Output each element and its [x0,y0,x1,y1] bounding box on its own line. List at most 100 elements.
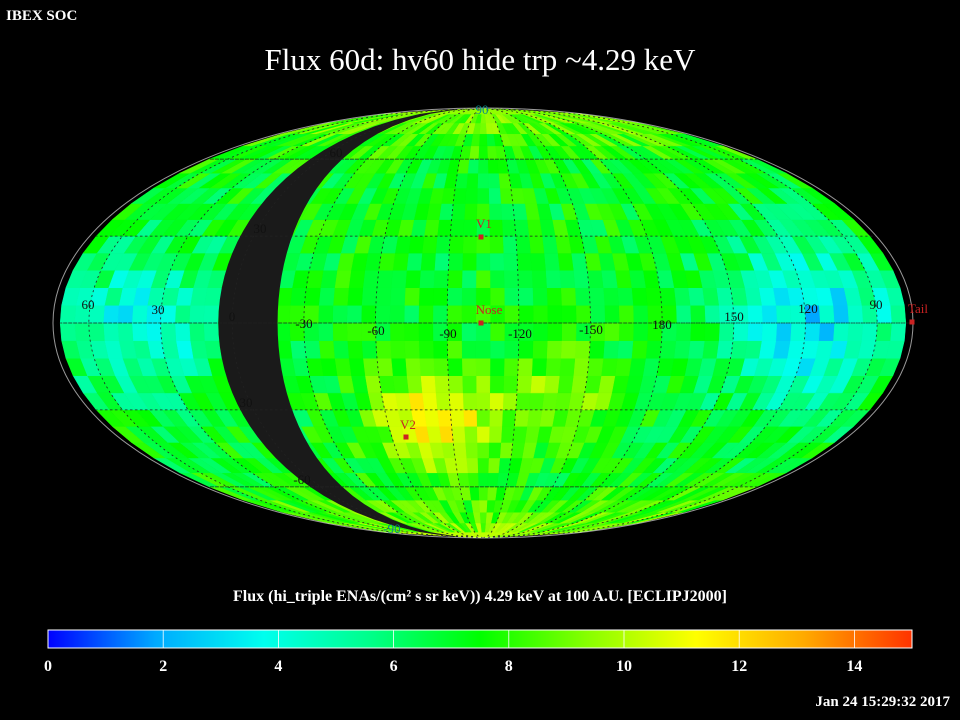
flux-cell [632,305,649,324]
flux-cell [761,322,778,341]
flux-cell [487,457,501,474]
flux-cell [503,287,519,306]
flux-cell [461,287,477,306]
flux-cell [675,305,692,324]
marker-nose [478,320,484,326]
flux-cell [117,305,134,324]
flux-cell [433,270,449,288]
marker-label-tail: Tail [908,301,928,316]
flux-cell [334,358,352,376]
flux-cell [477,457,489,474]
flux-cell [478,486,488,501]
flux-cell [463,219,477,237]
flux-cell [487,472,499,488]
flux-cell [804,322,821,341]
lon-tick-label: 180 [652,317,672,332]
flux-cell [526,409,543,427]
flux-cell [875,322,892,341]
colorbar-ticks: 0 2 4 6 8 10 12 14 [0,658,960,682]
flux-cell [479,511,487,524]
flux-cell [574,340,591,359]
flux-cell [502,392,518,411]
flux-cell [515,392,531,411]
flux-cell [499,442,514,459]
flux-cell [131,305,148,324]
flux-cell [479,122,487,135]
colorbar-dividers [162,630,855,648]
colorbar [47,629,913,649]
flux-cell [488,426,503,443]
flux-cell [463,426,478,443]
grid-labels: 60 30 0 -30 -60 -90 -120 -150 180 150 120 90 90 60 30 3… [82,102,883,536]
flux-cell [545,358,562,376]
timestamp: Jan 24 15:29:32 2017 [815,694,950,710]
flux-cell [747,322,763,341]
flux-cell [390,270,407,288]
flux-cell [732,322,749,341]
marker-tail [909,319,915,325]
flux-cell [532,287,548,306]
marker-v2 [403,434,409,440]
flux-cell [361,287,378,306]
flux-cell [614,358,632,376]
flux-cell [476,409,490,427]
flux-cell [517,358,533,376]
flux-cell [487,158,499,174]
flux-cell [392,252,409,271]
flux-cell [447,375,463,394]
flux-cell [561,305,577,324]
marker-label-nose: Nose [476,302,503,317]
flux-cell [832,322,849,341]
flux-cell [433,358,449,376]
flux-cell [602,287,619,306]
flux-cell [461,340,477,359]
flux-cell [744,287,762,306]
flux-cell [689,322,706,341]
flux-cell [461,305,477,324]
flux-cell [675,322,692,341]
flux-cell [432,305,448,324]
flux-cell [145,322,162,341]
flux-cell [600,270,618,288]
flux-cell [476,426,490,443]
flux-cell [467,472,479,488]
flux-cell [59,322,77,341]
flux-cell [404,270,421,288]
flux-cell [489,252,505,271]
graticule [60,108,913,538]
flux-cell [532,322,548,341]
flux-cell [557,375,574,394]
lon-tick-label: 90 [870,297,883,312]
flux-cell [392,375,409,394]
lon-tick-label: 0 [229,309,236,324]
flux-cell [117,322,134,341]
flux-cell [432,340,448,359]
lon-tick-label: 30 [152,302,165,317]
flux-cell [418,340,434,359]
flux-cells [59,108,907,538]
flux-cell [489,375,505,394]
flux-cell [586,358,604,376]
flux-cell [408,235,425,254]
flux-cell [498,457,512,474]
flux-cell [174,305,191,324]
flux-cell [588,287,605,306]
flux-cell [628,358,646,376]
lon-tick-label: 150 [724,309,744,324]
flux-cell [375,287,392,306]
flux-cell [775,305,792,324]
marker-label-v2: V2 [400,417,416,432]
flux-cell [403,305,419,324]
flux-cell [478,133,488,147]
lat-tick-label: 30 [240,395,253,410]
colorbar-tick-label: 6 [389,658,398,675]
flux-cell [570,252,588,271]
flux-cell [389,287,406,306]
flux-cell [818,305,835,324]
flux-cell [390,358,407,376]
lon-tick-label: -30 [295,316,312,331]
flux-cell [418,322,434,341]
flux-cell [517,270,533,288]
flux-cell [403,322,419,341]
flux-cell [461,358,477,376]
